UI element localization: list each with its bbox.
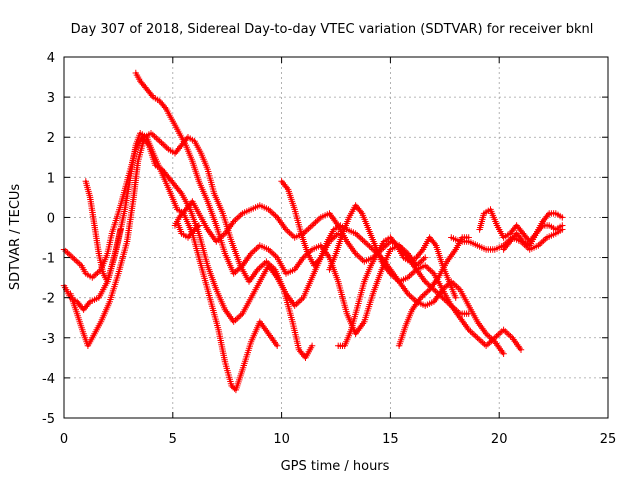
plot-frame xyxy=(63,56,609,419)
series-markers xyxy=(448,226,566,253)
series-markers xyxy=(67,130,316,361)
y-tick-label: 0 xyxy=(47,211,55,226)
y-tick-label: 3 xyxy=(47,91,55,106)
y-tick-label: -2 xyxy=(42,292,55,307)
data-series xyxy=(500,222,566,253)
x-axis-label: GPS time / hours xyxy=(281,459,390,474)
data-series xyxy=(326,202,472,317)
y-axis-label: SDTVAR / TECUs xyxy=(8,184,23,291)
series-markers xyxy=(326,202,472,317)
x-tick-label: 5 xyxy=(169,432,177,447)
axis-ticks xyxy=(63,56,609,419)
series-markers xyxy=(395,234,472,349)
x-tick-label: 25 xyxy=(600,432,617,447)
series-markers xyxy=(335,234,459,349)
data-series xyxy=(82,178,124,285)
x-tick-label: 15 xyxy=(382,432,399,447)
x-tick-label: 20 xyxy=(491,432,508,447)
y-tick-label: -4 xyxy=(42,372,55,387)
y-tick-label: -3 xyxy=(42,332,55,347)
series-line xyxy=(134,71,427,335)
data-series xyxy=(67,130,316,361)
chart-title: Day 307 of 2018, Sidereal Day-to-day VTE… xyxy=(71,22,594,37)
series-markers xyxy=(174,218,203,241)
x-tick-label: 10 xyxy=(273,432,290,447)
series-markers xyxy=(82,178,124,285)
x-tick-labels: 0 5 10 15 20 25 xyxy=(60,432,616,447)
series-layer xyxy=(60,69,566,394)
y-tick-label: -1 xyxy=(42,252,55,267)
y-tick-labels: -5 -4 -3 -2 -1 0 1 2 3 4 xyxy=(42,51,55,427)
data-series xyxy=(395,234,472,349)
x-tick-label: 0 xyxy=(60,432,68,447)
data-series xyxy=(448,226,566,253)
data-series xyxy=(174,218,203,241)
series-markers xyxy=(500,222,566,253)
data-series xyxy=(335,234,459,349)
y-tick-label: 4 xyxy=(47,51,55,66)
data-series xyxy=(60,134,348,325)
y-tick-label: 1 xyxy=(47,171,55,186)
y-tick-label: -5 xyxy=(42,412,55,427)
y-tick-label: 2 xyxy=(47,131,55,146)
